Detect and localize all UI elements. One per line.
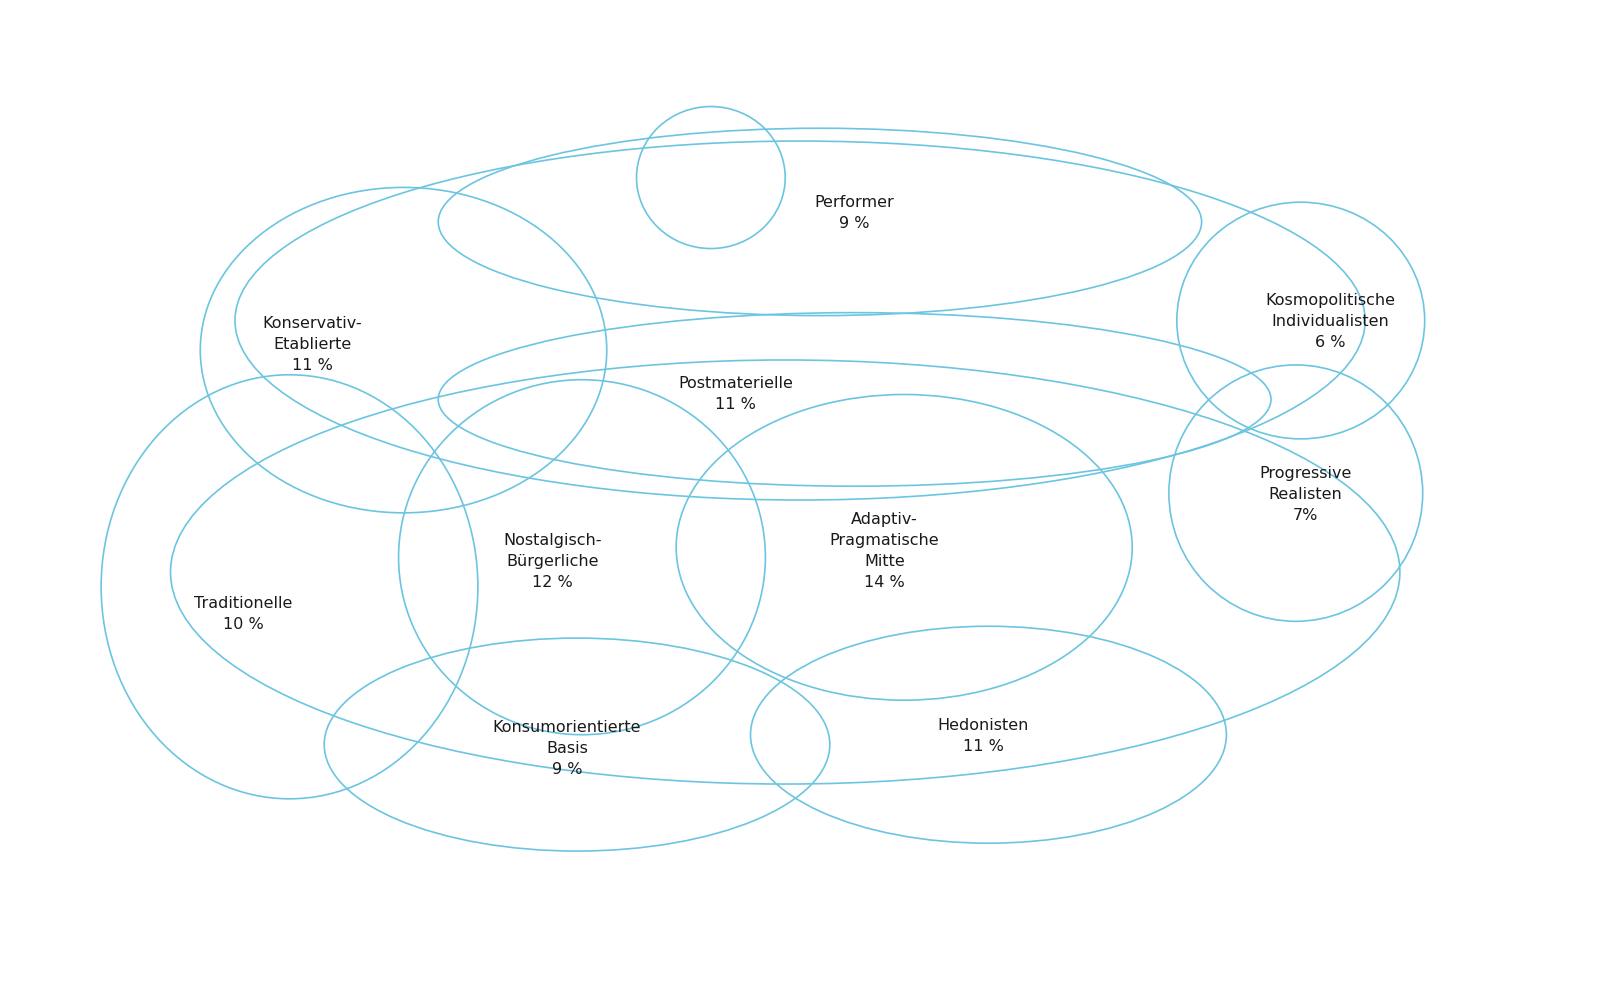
- Text: Kosmopolitische
Individualisten
6 %: Kosmopolitische Individualisten 6 %: [1265, 293, 1395, 350]
- Text: Progressive
Realisten
7%: Progressive Realisten 7%: [1259, 465, 1353, 523]
- Text: Hedonisten
11 %: Hedonisten 11 %: [938, 717, 1029, 753]
- Text: Postmaterielle
11 %: Postmaterielle 11 %: [679, 375, 794, 411]
- Text: Nostalgisch-
Bürgerliche
12 %: Nostalgisch- Bürgerliche 12 %: [502, 533, 601, 589]
- Text: Konsumorientierte
Basis
9 %: Konsumorientierte Basis 9 %: [492, 719, 642, 776]
- Text: Performer
9 %: Performer 9 %: [815, 195, 894, 231]
- Text: Traditionelle
10 %: Traditionelle 10 %: [194, 596, 292, 632]
- Text: Konservativ-
Etablierte
11 %: Konservativ- Etablierte 11 %: [262, 315, 363, 372]
- Text: Adaptiv-
Pragmatische
Mitte
14 %: Adaptiv- Pragmatische Mitte 14 %: [829, 512, 940, 590]
